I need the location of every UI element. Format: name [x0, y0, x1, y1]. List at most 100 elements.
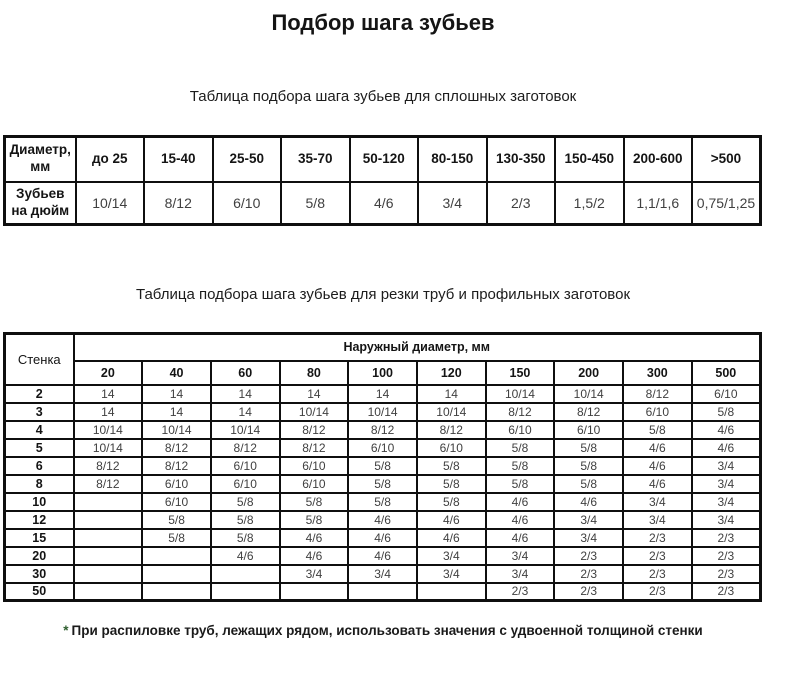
pipe-table-value-cell: 4/6	[690, 437, 762, 458]
pipe-table-value-cell: 14	[415, 383, 487, 404]
pipe-table-columns-row: 20 40 60 80 100 120 150 200 300 500	[5, 359, 762, 386]
pipe-table-value-cell: 8/12	[278, 437, 350, 458]
pipe-table-value-cell: 5/8	[141, 509, 212, 530]
pipe-table-row: 4 10/14 10/14 10/14 8/12 8/12 8/12 6/10 6/10 5/8 4…	[3, 419, 762, 440]
pipe-table-value-cell: 5/8	[415, 455, 487, 476]
pipe-table-value-cell: 2/3	[690, 545, 762, 566]
pipe-table-value-cell: 4/6	[209, 545, 281, 566]
pipe-table-value-cell	[347, 581, 418, 602]
pipe-table-value-cell: 14	[141, 383, 212, 404]
solid-table-row-header: Зубьев на дюйм	[3, 180, 77, 226]
pipe-table-value-cell: 6/10	[209, 455, 281, 476]
solid-table-row-header: Диаметр, мм	[3, 135, 77, 183]
pipe-table-value-cell: 8/12	[141, 455, 212, 476]
pipe-table-value-cell: 3/4	[622, 509, 693, 530]
pipe-table-value-cell: 10/14	[278, 401, 350, 422]
pipe-table-value-cell: 3/4	[553, 509, 624, 530]
pipe-table-wall-header: 10	[3, 491, 75, 512]
pipe-table-column-header: 40	[141, 359, 212, 386]
pipe-table-row: 5 10/14 8/12 8/12 8/12 6/10 6/10 5/8 5/8 4/6 4/6	[3, 437, 762, 458]
pipe-table-value-cell: 10/14	[347, 401, 418, 422]
solid-table-column-header: 200-600	[622, 135, 693, 183]
pipe-table-value-cell: 5/8	[347, 473, 418, 494]
pipe-table-value-cell: 2/3	[553, 545, 624, 566]
pipe-table-value-cell: 6/10	[141, 491, 212, 512]
pipe-table-wall-header: 2	[3, 383, 75, 404]
pipe-table-value-cell: 8/12	[415, 419, 487, 440]
pipe-table-group-header: Наружный диаметр, мм	[72, 332, 762, 362]
pipe-table-value-cell: 2/3	[690, 527, 762, 548]
pipe-table-value-cell	[72, 527, 144, 548]
solid-table-column-header: до 25	[74, 135, 145, 183]
solid-table-header-row: Диаметр, мм до 25 15-40 25-50 35-70 50-120 80-…	[3, 135, 762, 183]
pipe-table: Стенка Наружный диаметр, мм 20 40 60 80 100 12…	[3, 332, 762, 602]
pipe-table-value-cell: 10/14	[553, 383, 624, 404]
pipe-table-value-cell: 2/3	[690, 563, 762, 584]
pipe-table-value-cell: 8/12	[72, 455, 144, 476]
pipe-table-value-cell: 5/8	[347, 491, 418, 512]
pipe-table-value-cell: 4/6	[622, 455, 693, 476]
pipe-table-value-cell: 5/8	[484, 455, 556, 476]
pipe-table-value-cell: 4/6	[415, 527, 487, 548]
pipe-table-value-cell: 14	[278, 383, 350, 404]
pipe-table-column-header: 120	[415, 359, 487, 386]
pipe-table-row: 20 4/6 4/6 4/6 3/4 3/4 2/3 2/3 2/3	[3, 545, 762, 566]
pipe-table-value-cell: 5/8	[209, 509, 281, 530]
pipe-table-value-cell: 8/12	[209, 437, 281, 458]
pipe-table-value-cell: 2/3	[484, 581, 556, 602]
solid-table-caption: Таблица подбора шага зубьев для сплошных…	[189, 88, 577, 105]
pipe-table-column-header: 60	[209, 359, 281, 386]
pipe-table-value-cell: 4/6	[484, 509, 556, 530]
pipe-table-value-cell: 2/3	[622, 545, 693, 566]
solid-table-value-cell: 10/14	[74, 180, 145, 226]
pipe-table-wall-header: 8	[3, 473, 75, 494]
pipe-table-value-cell: 5/8	[209, 527, 281, 548]
pipe-table-value-cell: 10/14	[209, 419, 281, 440]
pipe-table-corner-header: Стенка	[3, 332, 75, 386]
solid-table-column-header: 15-40	[143, 135, 214, 183]
pipe-table-column-header: 20	[72, 359, 144, 386]
pipe-table-value-cell: 3/4	[347, 563, 418, 584]
pipe-table-value-cell: 6/10	[415, 437, 487, 458]
pipe-table-column-header: 500	[690, 359, 762, 386]
pipe-table-value-cell: 14	[209, 401, 281, 422]
pipe-table-value-cell: 6/10	[278, 473, 350, 494]
pipe-table-value-cell: 8/12	[622, 383, 693, 404]
pipe-table-value-cell: 2/3	[690, 581, 762, 602]
solid-table-column-header: 25-50	[211, 135, 282, 183]
pipe-table-value-cell: 5/8	[278, 509, 350, 530]
pipe-table-value-cell: 2/3	[622, 527, 693, 548]
pipe-table-value-cell: 8/12	[553, 401, 624, 422]
footnote-text: При распиловке труб, лежащих рядом, испо…	[71, 623, 703, 638]
pipe-table-value-cell: 5/8	[209, 491, 281, 512]
pipe-table-value-cell: 6/10	[347, 437, 418, 458]
pipe-table-row: 50 2/3 2/3 2/3 2/3	[3, 581, 762, 602]
solid-table-value-cell: 6/10	[211, 180, 282, 226]
pipe-table-wall-header: 50	[3, 581, 75, 602]
pipe-table-row: 30 3/4 3/4 3/4 3/4 2/3 2/3 2/3	[3, 563, 762, 584]
pipe-table-value-cell	[209, 581, 281, 602]
page-title: Подбор шага зубьев	[271, 10, 495, 35]
pipe-table-value-cell	[278, 581, 350, 602]
pipe-table-row: 8 8/12 6/10 6/10 6/10 5/8 5/8 5/8 5/8 4/6 3/4	[3, 473, 762, 494]
pipe-table-wall-header: 3	[3, 401, 75, 422]
pipe-table-value-cell: 4/6	[347, 545, 418, 566]
pipe-table-value-cell: 5/8	[553, 437, 624, 458]
solid-table-column-header: 150-450	[554, 135, 625, 183]
pipe-table-value-cell: 5/8	[415, 491, 487, 512]
pipe-table-column-header: 100	[347, 359, 418, 386]
pipe-table-value-cell: 5/8	[484, 473, 556, 494]
pipe-table-value-cell: 3/4	[415, 545, 487, 566]
pipe-table-value-cell: 4/6	[484, 527, 556, 548]
pipe-table-value-cell: 5/8	[553, 473, 624, 494]
pipe-table-row: 10 6/10 5/8 5/8 5/8 5/8 4/6 4/6 3/4 3/4	[3, 491, 762, 512]
pipe-table-value-cell: 5/8	[347, 455, 418, 476]
solid-table-value-cell: 1,5/2	[554, 180, 625, 226]
pipe-table-value-cell: 10/14	[72, 419, 144, 440]
pipe-table-group-row: Стенка Наружный диаметр, мм	[3, 332, 762, 386]
solid-table-value-cell: 5/8	[280, 180, 351, 226]
pipe-table-value-cell: 8/12	[347, 419, 418, 440]
pipe-table-value-cell: 4/6	[622, 437, 693, 458]
pipe-table-value-cell: 3/4	[553, 527, 624, 548]
solid-table-value-cell: 8/12	[143, 180, 214, 226]
